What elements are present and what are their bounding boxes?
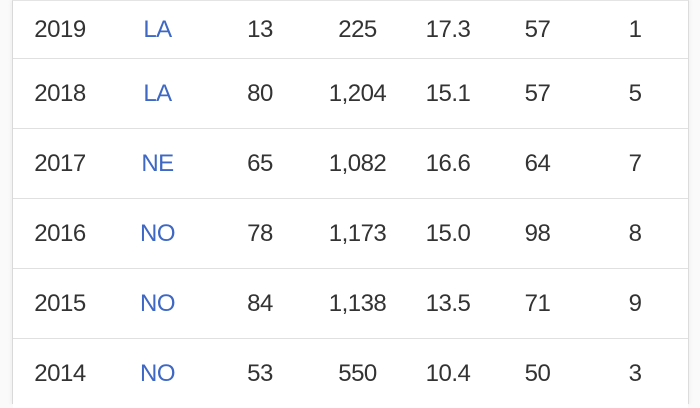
stat-cell: 8: [628, 219, 642, 247]
season-row-2017: 2017 NE 65 1,082 16.6 64 7: [13, 128, 688, 198]
stat-cell: 57: [524, 79, 551, 107]
stat-cell: 13: [247, 15, 273, 43]
season-year: 2015: [34, 289, 86, 317]
stat-cell: 9: [628, 289, 642, 317]
stat-cell: 98: [524, 219, 551, 247]
team-link[interactable]: NO: [140, 219, 176, 247]
season-row-2019: 2019 LA 13 225 17.3 57 1: [13, 1, 688, 58]
stat-cell: 78: [247, 219, 273, 247]
season-year: 2018: [34, 79, 86, 107]
season-year: 2017: [34, 149, 86, 177]
stat-cell: 80: [247, 79, 273, 107]
stat-cell: 1,204: [328, 79, 387, 107]
stat-cell: 550: [338, 359, 377, 387]
season-row-2015: 2015 NO 84 1,138 13.5 71 9: [13, 268, 688, 338]
stat-cell: 1,173: [328, 219, 387, 247]
stat-cell: 7: [628, 149, 642, 177]
stat-cell: 15.0: [425, 219, 471, 247]
season-row-2014: 2014 NO 53 550 10.4 50 3: [13, 338, 688, 408]
season-year: 2019: [34, 15, 86, 43]
team-link[interactable]: LA: [143, 79, 172, 107]
stat-cell: 10.4: [425, 359, 471, 387]
season-year: 2014: [34, 359, 86, 387]
stat-cell: 5: [628, 79, 642, 107]
season-row-2016: 2016 NO 78 1,173 15.0 98 8: [13, 198, 688, 268]
team-link[interactable]: NE: [141, 149, 174, 177]
stat-cell: 17.3: [425, 15, 471, 43]
stat-cell: 1: [628, 15, 642, 43]
team-link[interactable]: NO: [140, 359, 176, 387]
stat-cell: 225: [338, 15, 377, 43]
stat-cell: 1,138: [328, 289, 387, 317]
season-year: 2016: [34, 219, 86, 247]
stat-cell: 53: [247, 359, 273, 387]
stat-cell: 65: [247, 149, 273, 177]
stat-cell: 57: [524, 15, 551, 43]
stat-cell: 1,082: [328, 149, 387, 177]
season-stats-table: 2019 LA 13 225 17.3 57 1 2018 LA 80 1,20…: [12, 0, 689, 408]
stat-cell: 13.5: [425, 289, 471, 317]
team-link[interactable]: NO: [140, 289, 176, 317]
team-link[interactable]: LA: [143, 15, 172, 43]
stat-cell: 15.1: [425, 79, 471, 107]
stat-cell: 84: [247, 289, 273, 317]
stat-cell: 64: [524, 149, 551, 177]
stat-cell: 16.6: [425, 149, 471, 177]
stat-cell: 3: [628, 359, 642, 387]
stat-cell: 71: [524, 289, 551, 317]
stat-cell: 50: [524, 359, 551, 387]
season-row-2018: 2018 LA 80 1,204 15.1 57 5: [13, 58, 688, 128]
